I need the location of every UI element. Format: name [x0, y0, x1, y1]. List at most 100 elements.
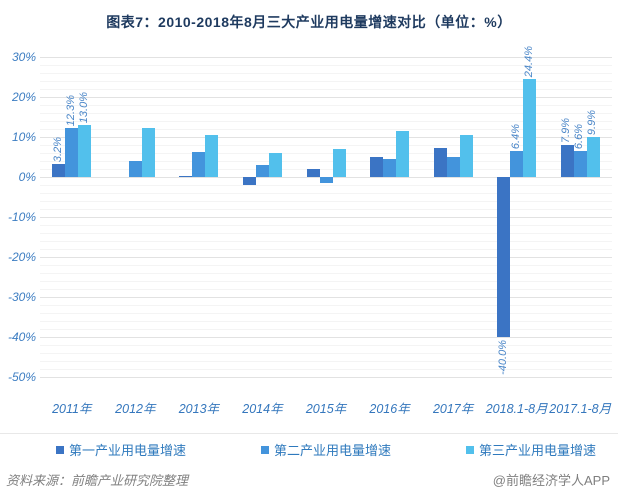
y-axis: 30% 20% 10% 0% -10% -20% -30% -40% -50% [0, 51, 36, 383]
bar [179, 175, 193, 177]
gridline [40, 97, 612, 98]
gridline [40, 57, 612, 58]
gridline [40, 193, 612, 194]
y-tick-label: 10% [11, 130, 36, 144]
legend-marker-icon [56, 445, 64, 454]
gridline [40, 377, 612, 378]
y-tick-label: 30% [11, 50, 36, 64]
legend-label: 第三产业用电量增速 [478, 443, 596, 458]
legend-label: 第二产业用电量增速 [273, 443, 391, 458]
gridline [40, 361, 612, 362]
gridline [40, 113, 612, 114]
legend-item: 第一产业用电量增速 [56, 440, 186, 459]
chart-title: 图表7：2010-2018年8月三大产业用电量增速对比（单位：%） [106, 14, 512, 30]
y-tick-label: -20% [7, 250, 36, 264]
gridline [40, 65, 612, 66]
bar [446, 157, 460, 177]
bar [65, 127, 79, 177]
gridline [40, 81, 612, 82]
y-tick-label: -40% [7, 330, 36, 344]
gridline [40, 73, 612, 74]
gridline [40, 105, 612, 106]
x-tick-label: 2012年 [115, 402, 156, 416]
bar [192, 152, 206, 177]
gridline [40, 321, 612, 322]
bar-label: 13.0% [77, 91, 90, 123]
y-tick-label: -30% [7, 290, 36, 304]
y-tick-label: -50% [7, 370, 36, 384]
gridline [40, 129, 612, 130]
gridline [40, 145, 612, 146]
bar [370, 157, 384, 177]
gridline [40, 185, 612, 186]
bar [128, 161, 142, 177]
gridline [40, 337, 612, 338]
gridline [40, 273, 612, 274]
legend-marker-icon [465, 445, 474, 454]
chart-bottom-divider [0, 433, 618, 434]
bar [560, 145, 574, 177]
gridline [40, 137, 612, 138]
bar [306, 169, 320, 177]
gridline [40, 89, 612, 90]
plot-area: 3.2% -40.0% 7.9% 12.3% 6.4% 6.6% 13.0% 24.4% 9.9… [40, 46, 612, 378]
bar [141, 128, 155, 177]
gridline [40, 161, 612, 162]
bar [510, 151, 524, 177]
gridline [40, 281, 612, 282]
y-tick-label: 0% [18, 170, 36, 184]
gridline [40, 353, 612, 354]
bar [396, 131, 410, 177]
x-tick-label: 2011年 [52, 402, 92, 416]
gridline [40, 305, 612, 306]
gridline [40, 121, 612, 122]
bar [497, 177, 511, 337]
gridline [40, 265, 612, 266]
bar [586, 137, 600, 177]
bar [205, 135, 219, 177]
bar [523, 79, 537, 177]
gridline [40, 225, 612, 226]
x-tick-label: 2015年 [305, 402, 347, 416]
watermark: @前瞻经济学人APP [492, 473, 610, 488]
source-note: 资料来源：前瞻产业研究院整理 [6, 473, 189, 488]
bar [242, 177, 256, 185]
legend-item: 第三产业用电量增速 [465, 440, 596, 459]
x-tick-label: 2017年 [432, 402, 474, 416]
gridline [40, 257, 612, 258]
x-tick-label: 2017.1-8月 [549, 402, 612, 416]
bar [52, 164, 66, 177]
gridline [40, 297, 612, 298]
gridline [40, 345, 612, 346]
gridline [40, 313, 612, 314]
x-tick-label: 2016年 [369, 402, 410, 416]
bar-label: 24.4% [522, 46, 535, 78]
bar-label: 9.9% [586, 110, 599, 136]
gridline [40, 217, 612, 218]
gridline [40, 241, 612, 242]
bar-label: 3.2% [51, 137, 64, 163]
x-tick-label: 2018.1-8月 [485, 402, 548, 416]
gridline [40, 249, 612, 250]
bar-label: 6.4% [509, 124, 522, 150]
bar [383, 159, 397, 177]
bar-label: -40.0% [496, 340, 509, 375]
bar [459, 135, 473, 177]
bar [268, 153, 282, 177]
gridline [40, 329, 612, 330]
bar [332, 149, 346, 177]
bar-label: 12.3% [64, 94, 77, 126]
y-tick-label: -10% [7, 210, 36, 224]
y-tick-label: 20% [11, 90, 36, 104]
bar [433, 147, 447, 177]
gridline [40, 369, 612, 370]
gridline [40, 169, 612, 170]
bar [78, 125, 92, 177]
x-tick-label: 2014年 [242, 402, 283, 416]
legend-label: 第一产业用电量增速 [69, 443, 187, 458]
legend-marker-icon [260, 445, 269, 454]
legend: 第一产业用电量增速 第二产业用电量增速 第三产业用电量增速 [40, 440, 612, 459]
bar [255, 165, 269, 177]
bar [319, 177, 333, 183]
